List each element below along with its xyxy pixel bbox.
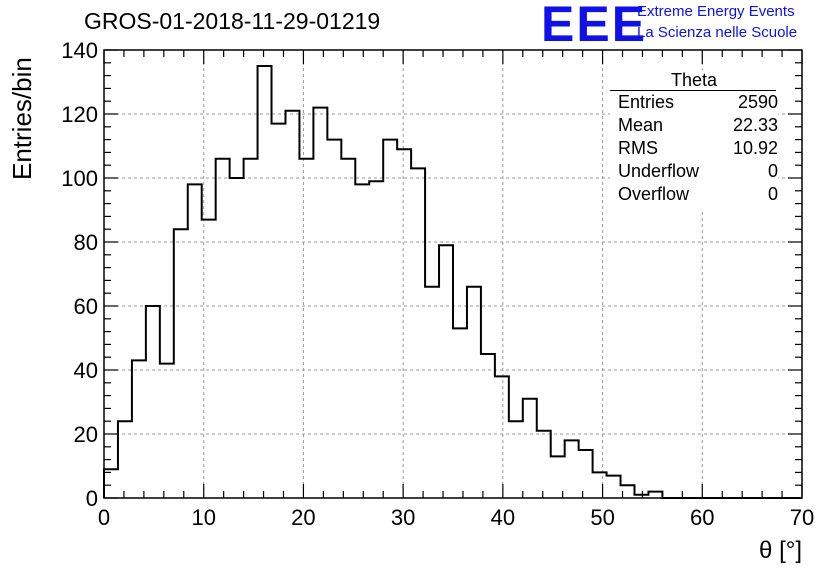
logo-line-2: La Scienza nelle Scuole: [637, 24, 798, 41]
stats-box-title: Theta: [670, 70, 718, 90]
histogram-bin: [230, 178, 244, 498]
stats-key: Overflow: [618, 184, 690, 204]
y-tick-label: 60: [74, 294, 98, 319]
axis-ticks: [103, 49, 803, 499]
histogram-bin: [146, 306, 160, 498]
histogram-series: [103, 65, 802, 499]
histogram-bin: [509, 421, 523, 498]
histogram-bin: [132, 360, 146, 498]
histogram-bin: [467, 287, 481, 498]
stats-key: Underflow: [618, 161, 700, 181]
stats-value: 22.33: [732, 115, 778, 135]
histogram-bin: [537, 431, 551, 498]
histogram-bin: [607, 476, 621, 498]
histogram-bin: [258, 66, 272, 498]
histogram-bin: [495, 376, 509, 498]
histogram-bin: [481, 354, 495, 498]
histogram-bin: [523, 399, 537, 498]
stats-box: Theta Entries 2590 Mean 22.33 RMS 10.92 …: [610, 70, 778, 210]
histogram-bin: [285, 111, 299, 498]
histogram-bin: [160, 364, 174, 498]
histogram-bin: [397, 149, 411, 498]
stats-box-divider: [610, 90, 776, 91]
stats-row-underflow: Underflow 0: [618, 161, 778, 184]
histogram-bin: [188, 184, 202, 498]
x-axis-label: θ [°]: [759, 537, 802, 564]
chart-title: GROS-01-2018-11-29-01219: [84, 8, 381, 34]
y-tick-label: 140: [61, 38, 98, 63]
stats-key: Mean: [618, 115, 664, 135]
tick-labels: 0 10 20 30 40 50 60 70 0 20 40 60 80 100 120 140: [61, 38, 814, 530]
histogram-bin: [174, 229, 188, 498]
stats-value: 0: [767, 161, 778, 181]
eee-logo: EEE: [541, 0, 648, 52]
histogram-bin: [327, 140, 341, 498]
stats-key: Entries: [618, 92, 675, 112]
plot-border: [103, 49, 803, 499]
histogram-bin: [313, 108, 327, 498]
histogram-bin: [383, 140, 397, 498]
histogram-bin: [216, 159, 230, 498]
stats-row-entries: Entries 2590: [618, 92, 778, 115]
histogram-bin: [104, 469, 118, 498]
x-tick-label: 60: [690, 505, 714, 530]
y-tick-label: 40: [74, 358, 98, 383]
x-tick-label: 50: [590, 505, 614, 530]
stats-value: 10.92: [732, 138, 778, 158]
histogram-bin: [579, 450, 593, 498]
histogram-bin: [411, 168, 425, 498]
histogram-bin: [565, 440, 579, 498]
histogram-bin: [299, 159, 313, 498]
stats-row-mean: Mean 22.33: [618, 115, 778, 138]
stats-value: 2590: [737, 92, 778, 112]
histogram-bin: [244, 159, 258, 498]
y-axis-label: Entries/bin: [7, 57, 37, 180]
plot-frame: [103, 49, 803, 499]
y-tick-label: 100: [61, 166, 98, 191]
x-tick-label: 40: [491, 505, 515, 530]
x-tick-label: 10: [191, 505, 215, 530]
y-tick-label: 0: [86, 486, 98, 511]
y-tick-label: 120: [61, 102, 98, 127]
histogram-outline: [103, 65, 802, 499]
histogram-bin: [453, 328, 467, 498]
histogram-bin: [439, 245, 453, 498]
histogram-bin: [341, 159, 355, 498]
histogram-bin: [425, 287, 439, 498]
x-tick-label: 70: [790, 505, 814, 530]
stats-row-overflow: Overflow 0: [618, 184, 778, 207]
stats-row-rms: RMS 10.92: [618, 138, 778, 161]
stats-key: RMS: [618, 138, 658, 158]
x-tick-label: 0: [98, 505, 110, 530]
y-tick-label: 80: [74, 230, 98, 255]
histogram-bin: [369, 181, 383, 498]
x-tick-label: 20: [291, 505, 315, 530]
histogram-bin: [355, 184, 369, 498]
y-tick-label: 20: [74, 422, 98, 447]
stats-value: 0: [767, 184, 778, 204]
histogram-bin: [118, 421, 132, 498]
x-tick-label: 30: [391, 505, 415, 530]
histogram-bin: [593, 472, 607, 498]
histogram-bin: [272, 124, 286, 498]
logo-line-1: Extreme Energy Events: [637, 3, 795, 20]
